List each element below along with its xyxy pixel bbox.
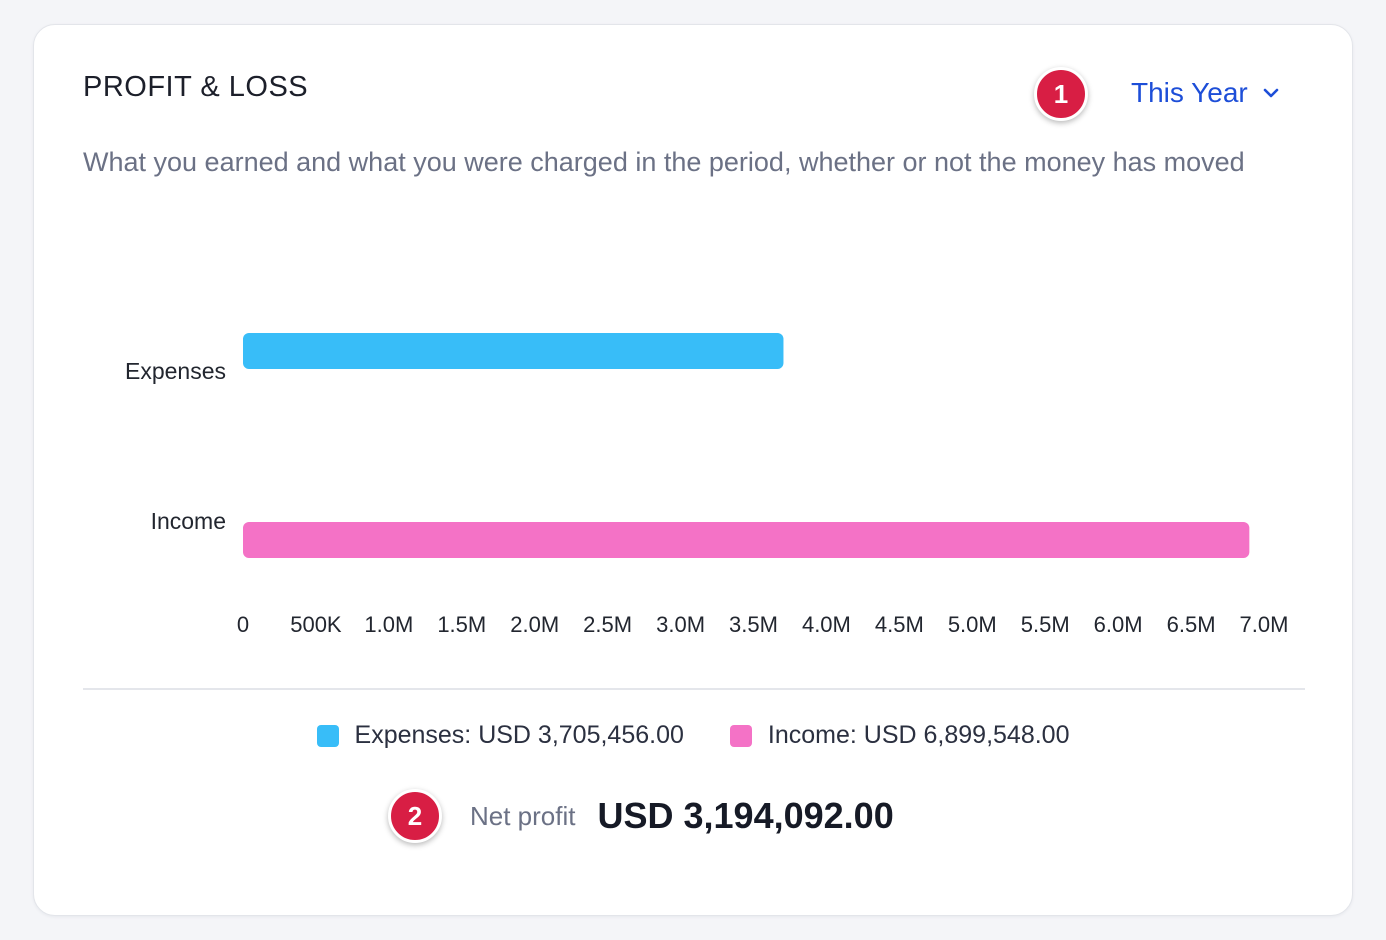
x-tick-label: 6.0M	[1094, 612, 1143, 637]
card-title: PROFIT & LOSS	[83, 71, 309, 103]
x-tick-label: 6.5M	[1167, 612, 1216, 637]
annotation-badge-2: 2	[388, 789, 442, 843]
legend-item-income[interactable]: Income: USD 6,899,548.00	[729, 721, 1070, 750]
legend-label: Expenses: USD 3,705,456.00	[354, 721, 684, 749]
card-subtitle: What you earned and what you were charge…	[83, 147, 1245, 177]
x-tick-label: 4.0M	[802, 612, 851, 637]
category-label-income: Income	[151, 508, 226, 534]
profit-loss-bar-chart: Expenses Income 0 500K 1.0M 1.5M 2.0M 2.5M 3.0M 3…	[125, 333, 1289, 637]
period-dropdown-label: This Year	[1131, 77, 1248, 108]
net-profit-label: Net profit	[470, 800, 576, 831]
net-profit-summary: Net profit USD 3,194,092.00	[470, 789, 894, 843]
x-tick-label: 500K	[290, 612, 342, 637]
divider	[83, 688, 1305, 690]
legend-swatch	[316, 724, 339, 747]
x-tick-label: 5.5M	[1021, 612, 1070, 637]
bar-expenses[interactable]	[243, 333, 784, 369]
x-tick-label: 3.0M	[656, 612, 705, 637]
chevron-down-icon	[1262, 87, 1280, 99]
x-tick-label: 5.0M	[948, 612, 997, 637]
annotation-badge-1: 1	[1034, 67, 1088, 121]
x-tick-label: 1.0M	[364, 612, 413, 637]
net-profit-value: USD 3,194,092.00	[597, 795, 894, 836]
x-tick-label: 2.0M	[510, 612, 559, 637]
bar-income[interactable]	[243, 522, 1250, 558]
x-tick-label: 1.5M	[437, 612, 486, 637]
x-tick-label: 2.5M	[583, 612, 632, 637]
x-tick-label: 0	[237, 612, 249, 637]
legend-item-expenses[interactable]: Expenses: USD 3,705,456.00	[316, 721, 684, 750]
legend-swatch	[729, 724, 752, 747]
chart-legend: Expenses: USD 3,705,456.00 Income: USD 6,…	[34, 721, 1352, 750]
x-tick-label: 7.0M	[1240, 612, 1289, 637]
period-dropdown[interactable]: This Year	[1131, 77, 1280, 109]
legend-label: Income: USD 6,899,548.00	[767, 721, 1070, 749]
profit-loss-card: PROFIT & LOSS 1 This Year What you earne…	[33, 24, 1353, 916]
x-tick-label: 3.5M	[729, 612, 778, 637]
x-tick-label: 4.5M	[875, 612, 924, 637]
category-label-expenses: Expenses	[125, 358, 226, 384]
